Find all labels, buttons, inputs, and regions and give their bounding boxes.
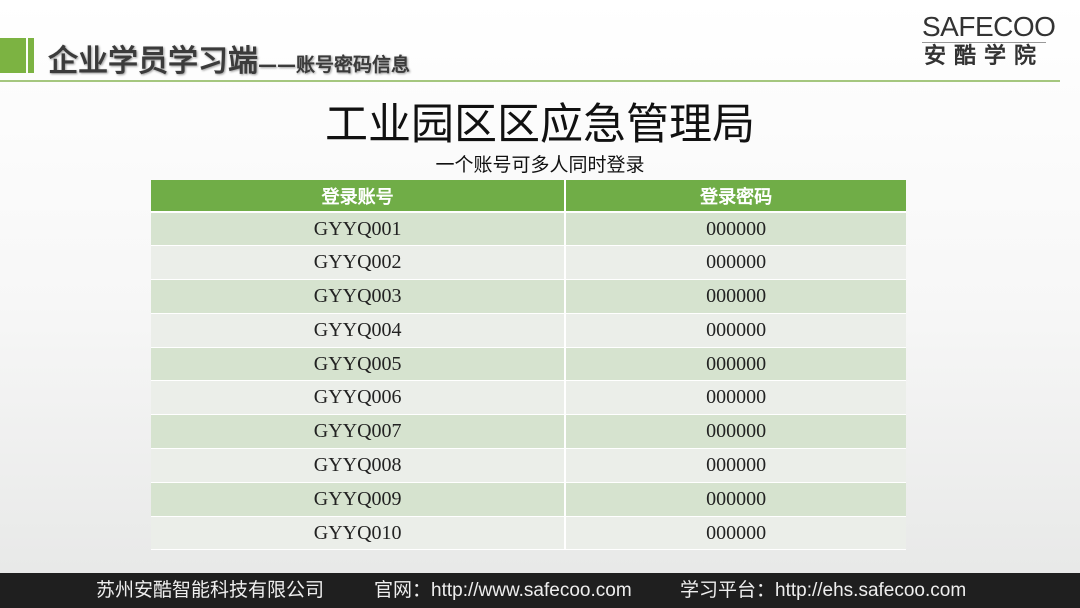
safecoo-logo: SAFECOO 安酷学院 (922, 11, 1056, 71)
header-accent-bar (0, 38, 26, 73)
password-cell: 000000 (565, 313, 906, 348)
table-row: GYYQ007 000000 (151, 414, 906, 450)
footer: 苏州安酷智能科技有限公司 官网：http://www.safecoo.com 学… (0, 573, 1080, 608)
table-row: GYYQ009 000000 (151, 482, 906, 517)
page-title: 工业园区区应急管理局 (325, 100, 755, 150)
logo-cn: 安酷学院 (923, 44, 1044, 69)
account-cell: GYYQ006 (151, 380, 567, 416)
table-row: GYYQ010 000000 (151, 516, 906, 551)
table-row: GYYQ004 000000 (151, 313, 906, 348)
password-cell: 000000 (565, 279, 906, 314)
account-cell: GYYQ010 (151, 516, 567, 551)
account-cell: GYYQ008 (151, 448, 567, 483)
table-row: GYYQ005 000000 (151, 347, 906, 382)
account-cell: GYYQ009 (151, 482, 567, 517)
footer-website[interactable]: 官网：http://www.safecoo.com (374, 580, 632, 601)
account-table: 登录账号 登录密码 GYYQ001 000000 GYYQ002 000000 GYYQ… (151, 180, 906, 551)
account-cell: GYYQ004 (151, 313, 567, 348)
header-accent-bar-thin (28, 38, 34, 73)
account-cell: GYYQ005 (151, 347, 567, 382)
password-cell: 000000 (565, 414, 906, 450)
footer-platform[interactable]: 学习平台：http://ehs.safecoo.com (680, 580, 967, 601)
header-divider (0, 80, 1060, 82)
password-cell: 000000 (565, 516, 906, 551)
password-cell: 000000 (565, 212, 906, 247)
password-cell: 000000 (565, 245, 906, 281)
header-title: 企业学员学习端——账号密码信息 (48, 36, 410, 80)
password-cell: 000000 (565, 380, 906, 416)
password-cell: 000000 (565, 482, 906, 517)
password-cell: 000000 (565, 347, 906, 382)
password-cell: 000000 (565, 448, 906, 483)
logo-en: SAFECOO (922, 11, 1056, 43)
column-header-account: 登录账号 (151, 180, 567, 213)
table-row: GYYQ001 000000 (151, 212, 906, 247)
header-title-text: 企业学员学习端 (48, 44, 258, 79)
account-cell: GYYQ001 (151, 212, 567, 247)
table-row: GYYQ002 000000 (151, 245, 906, 281)
table-row: GYYQ006 000000 (151, 380, 906, 416)
header-subtitle: ——账号密码信息 (258, 54, 411, 76)
page-subtitle: 一个账号可多人同时登录 (435, 154, 645, 176)
account-cell: GYYQ002 (151, 245, 567, 281)
footer-company: 苏州安酷智能科技有限公司 (96, 580, 325, 601)
column-header-password: 登录密码 (565, 180, 906, 213)
account-cell: GYYQ003 (151, 279, 567, 314)
table-row: GYYQ008 000000 (151, 448, 906, 483)
account-cell: GYYQ007 (151, 414, 567, 450)
table-row: GYYQ003 000000 (151, 279, 906, 314)
